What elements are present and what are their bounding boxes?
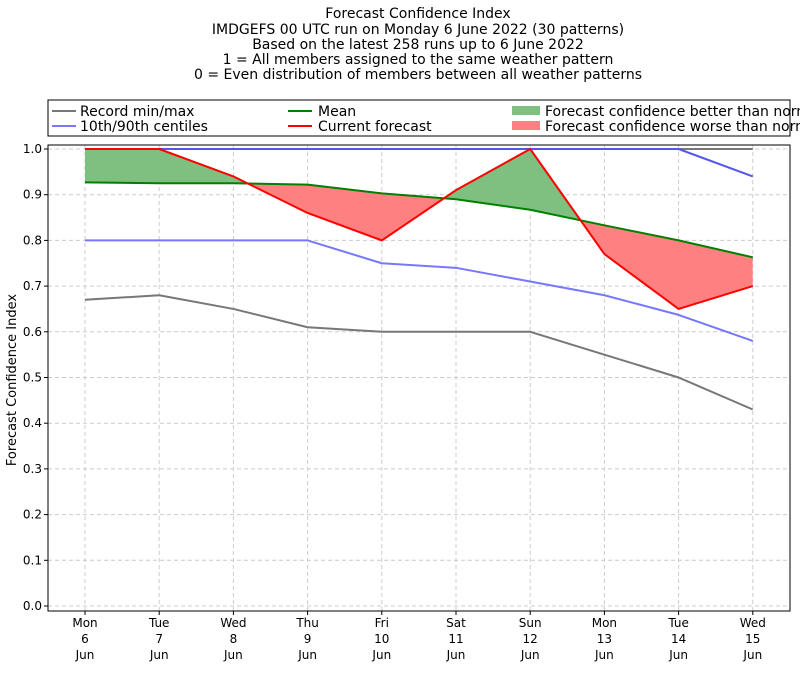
y-tick-label: 0.9 xyxy=(23,188,42,202)
centile-10th-line xyxy=(85,239,754,342)
y-tick-label: 0.5 xyxy=(23,371,42,385)
x-tick-label: Tue xyxy=(667,616,689,630)
chart-title: Forecast Confidence Index IMDGEFS 00 UTC… xyxy=(194,6,642,83)
legend-label: Forecast confidence worse than normal xyxy=(545,119,800,135)
x-tick-label: Wed xyxy=(220,616,246,630)
x-tick-label: Thu xyxy=(295,616,319,630)
y-tick-label: 0.2 xyxy=(23,508,42,522)
x-tick-label: Jun xyxy=(149,648,169,662)
y-tick-label: 0.8 xyxy=(23,233,42,247)
x-tick-label: 9 xyxy=(304,632,312,646)
x-tick-label: Jun xyxy=(297,648,317,662)
title-line: Forecast Confidence Index xyxy=(325,6,510,22)
y-tick-label: 0.3 xyxy=(23,462,42,476)
y-tick-label: 1.0 xyxy=(23,142,42,156)
title-line: Based on the latest 258 runs up to 6 Jun… xyxy=(252,37,584,53)
y-tick-label: 0.6 xyxy=(23,325,42,339)
legend-label: Current forecast xyxy=(318,119,432,135)
x-tick-label: Jun xyxy=(520,648,540,662)
x-tick-label: Jun xyxy=(371,648,391,662)
legend-label: Forecast confidence better than normal xyxy=(545,104,800,120)
current-forecast-line xyxy=(85,148,754,310)
title-line: 1 = All members assigned to the same wea… xyxy=(223,52,614,68)
legend-label: 10th/90th centiles xyxy=(80,119,208,135)
x-tick-label: Tue xyxy=(148,616,170,630)
x-tick-label: Wed xyxy=(740,616,766,630)
y-axis-label: Forecast Confidence Index xyxy=(5,294,20,466)
x-tick-label: 6 xyxy=(81,632,89,646)
y-tick-label: 0.7 xyxy=(23,279,42,293)
x-tick-label: 8 xyxy=(230,632,238,646)
y-tick-label: 0.0 xyxy=(23,599,42,613)
y-tick-label: 0.1 xyxy=(23,553,42,567)
x-tick-label: Sun xyxy=(519,616,542,630)
y-tick-label: 0.4 xyxy=(23,416,42,430)
x-tick-label: Fri xyxy=(375,616,389,630)
x-tick-label: 10 xyxy=(374,632,389,646)
x-tick-label: 12 xyxy=(523,632,538,646)
x-tick-label: Sat xyxy=(446,616,466,630)
x-tick-label: Jun xyxy=(223,648,243,662)
x-tick-label: Jun xyxy=(446,648,466,662)
mean-line xyxy=(84,181,754,259)
title-line: IMDGEFS 00 UTC run on Monday 6 June 2022… xyxy=(212,22,624,38)
x-tick-label: Mon xyxy=(72,616,97,630)
legend-label: Mean xyxy=(318,104,356,120)
x-tick-label: 14 xyxy=(671,632,686,646)
legend-label: Record min/max xyxy=(80,104,194,120)
record-min-line xyxy=(84,294,754,411)
legend-swatch-worse xyxy=(512,121,540,130)
x-tick-label: 15 xyxy=(745,632,760,646)
x-tick-label: Jun xyxy=(75,648,95,662)
centile-90th-line xyxy=(85,148,754,178)
x-tick-label: Mon xyxy=(592,616,617,630)
x-tick-label: 11 xyxy=(448,632,463,646)
x-tick-label: 7 xyxy=(155,632,163,646)
x-tick-label: Jun xyxy=(668,648,688,662)
plot-frame xyxy=(47,144,791,612)
x-tick-label: Jun xyxy=(742,648,762,662)
x-tick-label: Jun xyxy=(594,648,614,662)
x-tick-label: 13 xyxy=(597,632,612,646)
title-line: 0 = Even distribution of members between… xyxy=(194,67,642,83)
legend-swatch-better xyxy=(512,106,540,115)
legend: Record min/max 10th/90th centiles Mean C… xyxy=(47,99,800,137)
